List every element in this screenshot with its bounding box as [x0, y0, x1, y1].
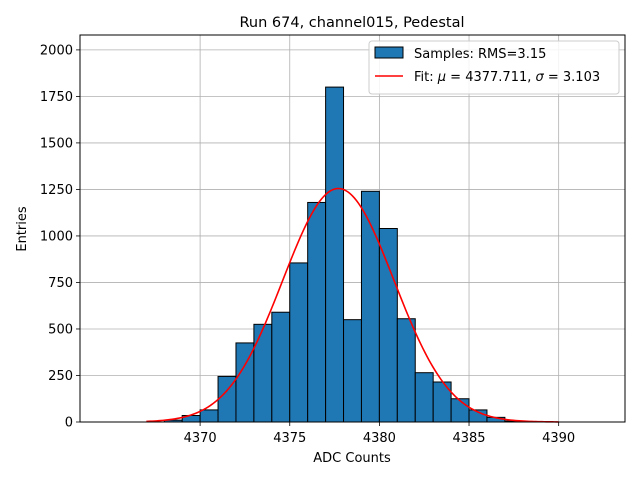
legend-fit-mu-text: = 4377.711, — [446, 70, 535, 85]
histogram-bar — [378, 228, 398, 423]
y-tick-label: 250 — [48, 369, 73, 384]
legend-histogram-swatch — [374, 46, 404, 59]
legend-fit-mu-symbol: μ — [437, 70, 446, 85]
histogram-bar — [271, 311, 291, 423]
histogram-bar — [343, 319, 362, 423]
histogram-bar — [396, 318, 416, 423]
legend-fit-sigma-text: = 3.103 — [544, 70, 600, 85]
histogram-bar — [325, 86, 345, 423]
x-tick-label: 4380 — [363, 431, 396, 446]
legend: Samples: RMS=3.15 Fit: μ = 4377.711, σ =… — [368, 40, 620, 95]
y-axis-label: Entries — [15, 206, 30, 252]
y-tick-label: 1250 — [40, 183, 73, 198]
y-tick-label: 1000 — [40, 229, 73, 244]
histogram-bar — [253, 323, 273, 423]
y-tick-label: 1750 — [40, 90, 73, 105]
histogram-bars — [163, 86, 524, 423]
x-tick-label: 4385 — [452, 431, 485, 446]
legend-frame — [368, 40, 620, 95]
histogram-bar — [307, 201, 327, 423]
y-tick-label: 750 — [48, 276, 73, 291]
y-tick-label: 2000 — [40, 43, 73, 58]
chart-title: Run 674, channel015, Pedestal — [239, 15, 464, 31]
x-axis-label: ADC Counts — [313, 451, 391, 466]
legend-fit-sigma-symbol: σ — [536, 70, 545, 85]
histogram-bar — [199, 409, 219, 423]
histogram-bar — [289, 262, 309, 423]
fit-curve — [146, 187, 559, 423]
legend-fit-label: Fit: μ = 4377.711, σ = 3.103 — [414, 70, 600, 85]
x-tick-label: 4375 — [273, 431, 306, 446]
x-tick-label: 4370 — [184, 431, 217, 446]
y-tick-label: 500 — [48, 322, 73, 337]
histogram-bar — [414, 372, 434, 423]
legend-fit-prefix: Fit: — [414, 70, 438, 85]
legend-histogram-label: Samples: RMS=3.15 — [414, 47, 546, 62]
x-tick-label: 4390 — [542, 431, 575, 446]
plot-frame — [79, 34, 626, 423]
y-tick-label: 0 — [65, 416, 73, 431]
x-axis-ticks: 4370 4375 4380 4385 4390 — [184, 422, 575, 446]
y-tick-label: 1500 — [40, 136, 73, 151]
y-axis-ticks: 0 250 500 750 1000 1250 1500 1750 2000 — [40, 43, 80, 431]
histogram-bar — [450, 398, 470, 423]
